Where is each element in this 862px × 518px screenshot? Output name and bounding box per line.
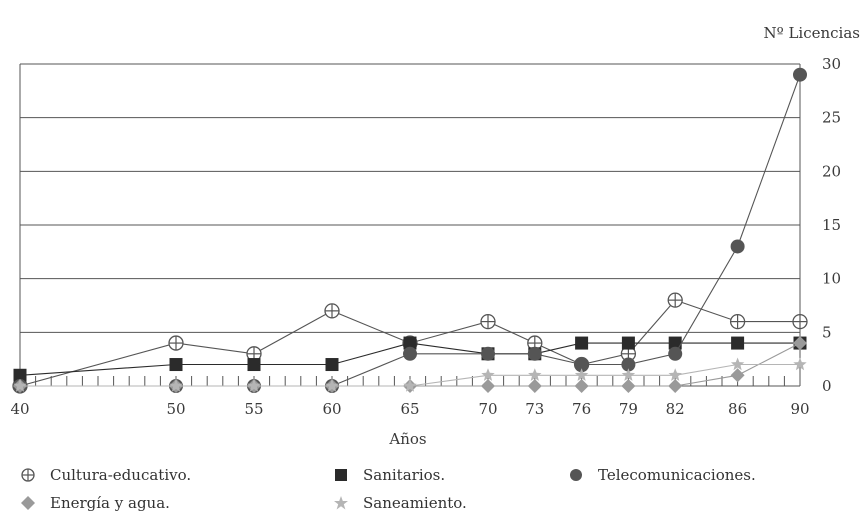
- data-point: [247, 358, 261, 372]
- data-point: [730, 368, 745, 383]
- legend-item-energia: Energía y agua.: [20, 494, 170, 512]
- series-circle-plus: [12, 292, 808, 394]
- data-point: [668, 336, 682, 350]
- data-point: [481, 346, 495, 361]
- data-point: [481, 379, 495, 393]
- data-point: [575, 336, 589, 350]
- data-point: [528, 368, 542, 381]
- line-chart: 40 50 55 60 65 70 73 76 79 82 86 90 0 5 10 15 20 25 30 Añ…: [10, 24, 860, 448]
- data-point: [403, 346, 417, 361]
- star-icon: [334, 496, 348, 510]
- y-tick-label: 30: [822, 55, 841, 73]
- y-axis-title: Nº Licencias: [764, 24, 860, 42]
- x-tick-label: 79: [619, 400, 638, 418]
- gridlines: [20, 63, 800, 387]
- legend-item-cultura: Cultura-educativo.: [20, 466, 191, 484]
- y-tick-label: 20: [822, 162, 841, 180]
- legend: Cultura-educativo. Sanitarios. Telecomun…: [0, 460, 862, 518]
- data-point: [621, 336, 635, 350]
- data-point: [527, 379, 542, 393]
- data-point: [325, 379, 339, 392]
- x-axis-title: Años: [388, 430, 426, 448]
- legend-label: Telecomunicaciones.: [598, 466, 756, 484]
- data-point: [730, 239, 745, 254]
- x-tick-label: 55: [244, 400, 263, 418]
- x-axis: 40 50 55 60 65 70 73 76 79 82 86 90: [10, 400, 809, 418]
- data-point: [574, 368, 589, 381]
- data-point: [668, 368, 682, 381]
- legend-item-saneamiento: Saneamiento.: [333, 494, 467, 512]
- data-point: [169, 379, 183, 392]
- circle-icon: [570, 469, 582, 481]
- x-tick-label: 70: [478, 400, 497, 418]
- y-tick-label: 25: [822, 109, 841, 127]
- data-point: [668, 379, 683, 393]
- circle-plus-icon: [21, 468, 35, 482]
- x-tick-label: 50: [166, 400, 185, 418]
- y-tick-label: 5: [822, 323, 832, 341]
- data-point: [793, 67, 807, 82]
- x-tick-label: 73: [525, 400, 544, 418]
- series-line: [19, 299, 800, 387]
- y-tick-label: 10: [822, 270, 841, 288]
- series-star: [13, 357, 807, 392]
- data-point: [621, 368, 636, 381]
- diamond-icon: [21, 496, 35, 510]
- legend-label: Energía y agua.: [50, 494, 170, 512]
- x-tick-label: 86: [728, 400, 747, 418]
- x-tick-label: 82: [666, 400, 685, 418]
- data-point: [325, 358, 339, 372]
- data-point: [574, 357, 589, 372]
- x-tick-label: 60: [322, 400, 341, 418]
- square-icon: [335, 469, 347, 481]
- data-point: [574, 379, 589, 393]
- data-point: [621, 379, 636, 393]
- data-point: [403, 336, 417, 350]
- y-axis: 0 5 10 15 20 25 30: [822, 55, 841, 395]
- data-point: [527, 346, 542, 361]
- x-tick-label: 76: [572, 400, 591, 418]
- data-point: [169, 358, 183, 372]
- legend-item-sanitarios: Sanitarios.: [333, 466, 445, 484]
- data-point: [621, 357, 636, 372]
- series-layer: [12, 67, 808, 394]
- data-point: [793, 357, 807, 371]
- data-point: [13, 379, 27, 392]
- data-point: [730, 357, 745, 371]
- y-tick-label: 15: [822, 216, 841, 234]
- x-tick-label: 65: [400, 400, 419, 418]
- data-point: [247, 379, 261, 392]
- series-line: [20, 363, 800, 387]
- legend-label: Sanitarios.: [363, 466, 446, 484]
- x-tick-label: 90: [790, 400, 809, 418]
- legend-label: Saneamiento.: [363, 494, 467, 512]
- data-point: [403, 379, 417, 392]
- data-point: [731, 336, 745, 350]
- legend-label: Cultura-educativo.: [50, 466, 192, 484]
- y-tick-label: 0: [822, 377, 832, 395]
- legend-item-telecomunicaciones: Telecomunicaciones.: [568, 466, 756, 484]
- data-point: [13, 368, 27, 382]
- x-tick-label: 40: [10, 400, 29, 418]
- data-point: [481, 368, 495, 381]
- data-point: [793, 336, 807, 351]
- data-point: [668, 346, 683, 361]
